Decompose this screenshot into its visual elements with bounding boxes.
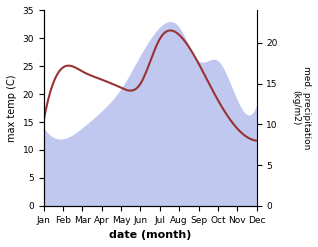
Y-axis label: max temp (C): max temp (C) — [7, 74, 17, 142]
Y-axis label: med. precipitation
(kg/m2): med. precipitation (kg/m2) — [292, 66, 311, 150]
X-axis label: date (month): date (month) — [109, 230, 191, 240]
